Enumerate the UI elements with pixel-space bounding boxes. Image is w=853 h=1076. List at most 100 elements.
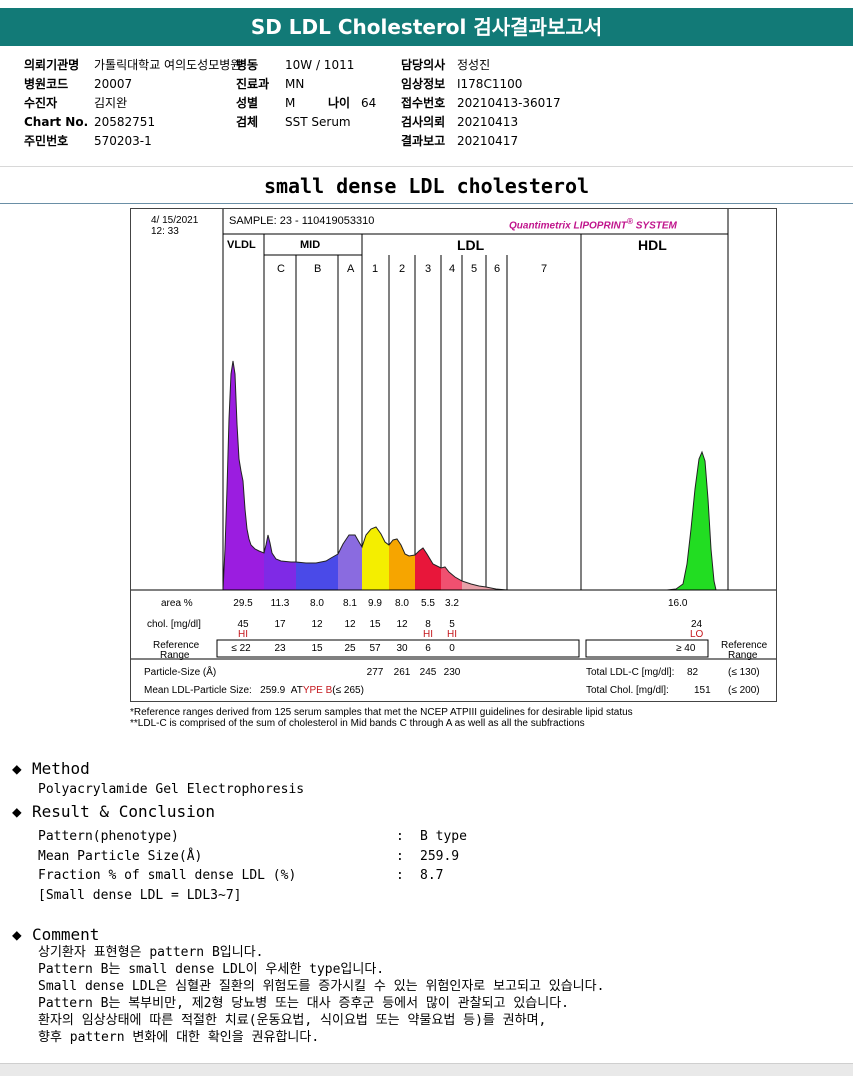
info-row: 병동 10W / 1011 (236, 56, 376, 75)
info-value: 10W / 1011 (285, 58, 355, 72)
row-ref-label: Reference (153, 640, 199, 651)
chol-value: 12 (344, 619, 356, 630)
ref-value: 25 (344, 643, 356, 654)
info-row: 담당의사 정성진 (401, 56, 561, 75)
result-value: 259.9 (420, 849, 460, 864)
chol-value: 12 (396, 619, 408, 630)
info-row: 병원코드 20007 (24, 75, 241, 94)
group-hdl: HDL (638, 237, 667, 253)
info-label: 주민번호 (24, 134, 69, 148)
chol-value: 5 (449, 619, 455, 630)
total-chol-label: Total Chol. [mg/dl]: (586, 685, 669, 696)
row-chol-label: chol. [mg/dl] (147, 619, 201, 630)
mean-ref: (≤ 265) (332, 685, 364, 696)
result-heading: ◆ Result & Conclusion (12, 802, 215, 821)
info-label: 담당의사 (401, 58, 446, 72)
ref-value: 15 (311, 643, 323, 654)
info-row: 성별 M 나이 64 (236, 94, 376, 113)
comment-line: 향후 pattern 변화에 대한 확인을 권유합니다. (38, 1030, 320, 1045)
info-label: 검사의뢰 (401, 115, 446, 129)
info-value: M (285, 96, 296, 110)
diamond-bullet-icon: ◆ (12, 802, 22, 821)
band-label: 3 (425, 263, 432, 275)
band-label: 7 (541, 263, 548, 275)
chart-date: 4/ 15/2021 (151, 215, 199, 226)
ref-right-1: Reference (721, 640, 768, 651)
fraction-area-1 (264, 535, 296, 590)
chart-time: 12: 33 (151, 226, 179, 237)
area-value: 11.3 (270, 598, 290, 609)
lipoprint-chart: 4/ 15/2021 12: 33 SAMPLE: 23 - 110419053… (130, 208, 777, 702)
ref-value: 0 (449, 643, 455, 654)
hdl-flag: LO (690, 629, 704, 640)
total-ldl-label: Total LDL-C [mg/dl]: (586, 667, 675, 678)
result-note: [Small dense LDL = LDL3~7] (38, 888, 242, 903)
hdl-area: 16.0 (668, 598, 688, 609)
area-value: 8.0 (310, 598, 324, 609)
info-row: 주민번호 570203-1 (24, 132, 241, 151)
method-heading: ◆ Method (12, 759, 90, 778)
mean-particle-row: Mean LDL-Particle Size: 259.9 ATYPE B(≤ … (144, 685, 364, 696)
info-value: 정성진 (457, 58, 491, 72)
info-row: Chart No. 20582751 (24, 113, 241, 132)
mean-label: Mean LDL-Particle Size: (144, 685, 252, 696)
info-label: 의뢰기관명 (24, 58, 80, 72)
brand-name: Quantimetrix LIPOPRINT® SYSTEM (509, 216, 677, 231)
info-row: 의뢰기관명 가톨릭대학교 여의도성모병원 (24, 56, 241, 75)
fraction-area-3 (338, 535, 362, 590)
band-label: A (347, 263, 355, 275)
comment-line: Pattern B는 복부비만, 제2형 당뇨병 또는 대사 증후군 등에서 많… (38, 996, 569, 1011)
info-row: 진료과 MN (236, 75, 376, 94)
ref-value: 6 (425, 643, 431, 654)
info-value: 20210417 (457, 134, 519, 148)
comment-line: 상기환자 표현형은 pattern B입니다. (38, 945, 264, 960)
comment-heading: ◆ Comment (12, 925, 99, 944)
method-text: Polyacrylamide Gel Electrophoresis (38, 782, 305, 797)
info-label: 진료과 (236, 77, 270, 91)
method-heading-text: Method (32, 759, 90, 778)
result-colon: : (396, 849, 404, 864)
reference-box-hdl (585, 639, 709, 658)
curve-group (222, 360, 717, 591)
band-label: 2 (399, 263, 406, 275)
area-value: 8.0 (395, 598, 409, 609)
info-row: 검체 SST Serum (236, 113, 376, 132)
band-label: 4 (449, 263, 456, 275)
info-row: 수진자 김지완 (24, 94, 241, 113)
diamond-bullet-icon: ◆ (12, 759, 22, 778)
fraction-area-0 (223, 361, 264, 590)
group-mid: MID (300, 239, 321, 251)
fraction-area-2 (296, 554, 338, 590)
info-label: 병원코드 (24, 77, 69, 91)
row-ref-label-2: Range (160, 650, 190, 661)
group-ldl: LDL (457, 237, 485, 253)
particle-label: Particle-Size (Å) (144, 667, 217, 678)
row-area-label: area % (161, 598, 193, 609)
hdl-ref: ≥ 40 (676, 643, 696, 654)
area-value: 5.5 (421, 598, 435, 609)
result-value: B type (420, 829, 467, 844)
ref-value: 30 (396, 643, 408, 654)
area-value: 3.2 (445, 598, 459, 609)
info-col-3: 담당의사 정성진 임상정보 I178C1100 접수번호 20210413-36017… (401, 56, 561, 151)
row-ref-label-1: Reference (153, 640, 200, 651)
age-label: 나이 (328, 96, 351, 110)
ref-value: 23 (274, 643, 286, 654)
result-value: 8.7 (420, 868, 444, 883)
comment-line: Small dense LDL은 심혈관 질환의 위험도를 증가시킬 수 있는 … (38, 979, 605, 994)
reference-box-ldl (216, 639, 580, 658)
hdl-chol: 24 (691, 619, 703, 630)
info-value: 가톨릭대학교 여의도성모병원 (94, 58, 242, 72)
electrophoresis-plot (131, 209, 776, 660)
mean-type: YPE B (302, 685, 333, 696)
footnote-2: **LDL-C is comprised of the sum of chole… (130, 718, 585, 729)
info-label: 검체 (236, 115, 259, 129)
info-value: 20582751 (94, 115, 156, 129)
divider (0, 166, 853, 167)
hi-flag: HI (238, 629, 248, 640)
ref-value: 57 (369, 643, 381, 654)
info-value: SST Serum (285, 115, 351, 129)
info-label: 결과보고 (401, 134, 446, 148)
result-colon: : (396, 829, 404, 844)
total-chol-value: 151 (694, 685, 711, 696)
